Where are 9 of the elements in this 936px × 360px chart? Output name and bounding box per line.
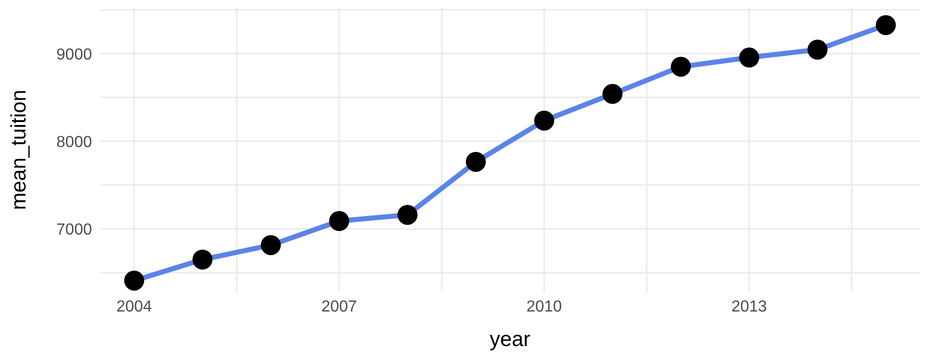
- x-tick-label: 2004: [116, 298, 152, 316]
- x-tick-label: 2013: [731, 298, 768, 316]
- x-tick-label: 2010: [526, 298, 562, 316]
- x-axis-title: year: [490, 328, 530, 351]
- y-tick-label: 8000: [56, 134, 92, 151]
- y-tick-label: 7000: [56, 222, 92, 239]
- x-tick-label: 2007: [321, 298, 358, 316]
- y-axis-title: mean_tuition: [7, 90, 30, 210]
- y-tick-label: 9000: [56, 46, 92, 64]
